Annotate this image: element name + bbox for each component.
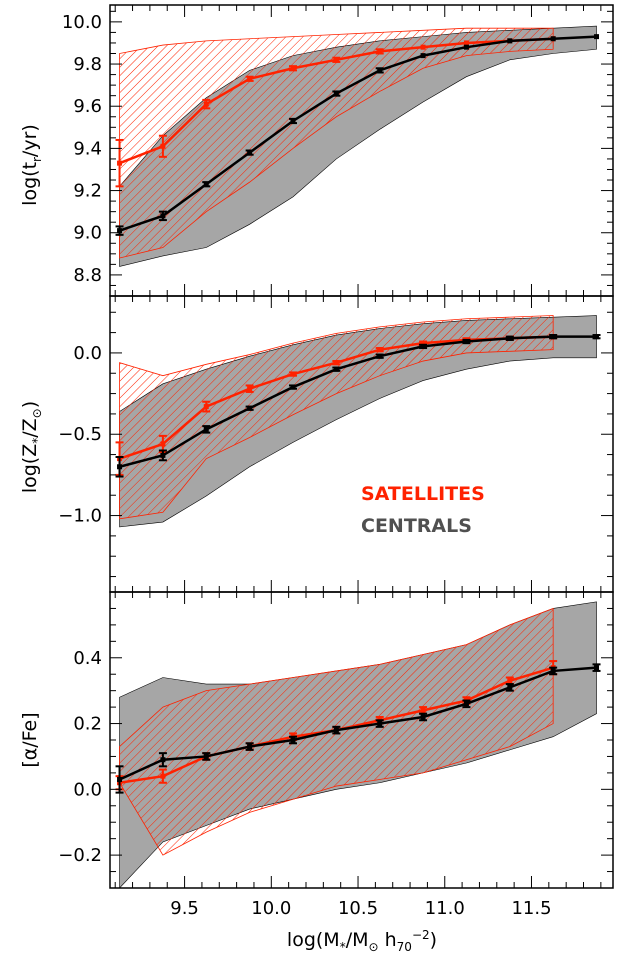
centrals-point <box>333 727 339 733</box>
centrals-point <box>463 44 469 50</box>
centrals-point <box>507 38 513 44</box>
centrals-point <box>117 776 123 782</box>
centrals-point <box>333 366 339 372</box>
y-tick-label-metallicity: 0.0 <box>73 343 102 364</box>
y-tick-label-age: 8.8 <box>73 265 102 286</box>
satellites-point <box>377 347 383 353</box>
y-tick-label-age: 9.2 <box>73 181 102 202</box>
satellites-scatter-band <box>119 27 554 259</box>
satellites-point <box>333 57 339 63</box>
centrals-point <box>247 150 253 156</box>
satellites-point <box>203 101 209 107</box>
y-tick-label-metallicity: −0.5 <box>58 424 102 445</box>
centrals-point <box>333 91 339 97</box>
centrals-point <box>550 668 556 674</box>
centrals-point <box>117 228 123 234</box>
centrals-point <box>160 213 166 219</box>
legend-satellites: SATELLITES <box>361 483 485 505</box>
centrals-point <box>550 36 556 42</box>
centrals-point <box>203 753 209 759</box>
centrals-point <box>377 721 383 727</box>
y-tick-label-alpha-fe: −0.2 <box>58 845 102 866</box>
x-tick-label: 10.0 <box>251 898 291 919</box>
y-tick-label-age: 9.6 <box>73 96 102 117</box>
satellites-point <box>290 371 296 377</box>
x-axis-label: log(M*/M⊙ h70−2) <box>287 928 437 954</box>
y-tick-label-alpha-fe: 0.2 <box>73 714 102 735</box>
centrals-point <box>463 339 469 345</box>
centrals-median-line <box>119 35 597 232</box>
satellites-point <box>203 404 209 410</box>
x-tick-label: 10.5 <box>338 898 378 919</box>
centrals-point <box>290 737 296 743</box>
satellites-point <box>420 707 426 713</box>
y-tick-label-alpha-fe: 0.0 <box>73 779 102 800</box>
satellites-point <box>247 386 253 392</box>
satellites-scatter-band <box>119 315 554 520</box>
centrals-point <box>203 181 209 187</box>
centrals-point <box>160 757 166 763</box>
y-axis-label-metallicity: log(Z*/Z⊙) <box>19 401 44 493</box>
satellites-point <box>160 441 166 447</box>
centrals-point <box>117 464 123 470</box>
y-tick-label-age: 9.8 <box>73 54 102 75</box>
y-axis-label-alpha-fe: [α/Fe] <box>19 712 41 767</box>
y-axis-label-age: log(tr/yr) <box>19 124 44 206</box>
centrals-point <box>594 665 600 671</box>
centrals-point <box>203 426 209 432</box>
x-tick-label: 11.0 <box>425 898 465 919</box>
satellites-point <box>463 40 469 46</box>
legend-centrals: CENTRALS <box>361 515 472 537</box>
satellites-point <box>420 44 426 50</box>
panel-alpha-fe: −0.2 0.0 0.2 0.4 9.5 10.0 10.5 11.0 11.5 [α/Fe] <box>19 591 614 919</box>
y-tick-label-alpha-fe: 0.4 <box>73 648 102 669</box>
centrals-point <box>377 353 383 359</box>
centrals-point <box>377 67 383 73</box>
centrals-point <box>594 334 600 340</box>
x-tick-label: 11.5 <box>511 898 551 919</box>
satellites-point <box>117 160 123 166</box>
x-tick-label: 9.5 <box>170 898 199 919</box>
y-tick-label-age: 9.4 <box>73 138 102 159</box>
centrals-point <box>507 684 513 690</box>
satellites-point <box>290 65 296 71</box>
y-tick-label-age: 10.0 <box>62 12 102 33</box>
satellites-point <box>160 773 166 779</box>
satellites-point <box>420 340 426 346</box>
satellites-point <box>160 143 166 149</box>
centrals-point <box>247 405 253 411</box>
centrals-point <box>160 452 166 458</box>
y-tick-label-metallicity: −1.0 <box>58 506 102 527</box>
centrals-median-line <box>119 335 597 468</box>
centrals-point <box>290 118 296 124</box>
satellites-point <box>247 76 253 82</box>
y-tick-label-age: 9.0 <box>73 223 102 244</box>
centrals-point <box>507 335 513 341</box>
centrals-point <box>420 343 426 349</box>
centrals-median-line <box>119 666 597 781</box>
satellites-point <box>507 678 513 684</box>
satellites-point <box>333 360 339 366</box>
panel-metallicity: −1.0 −0.5 0.0 log(Z*/Z⊙) SATELLITES CENTRA… <box>19 295 614 593</box>
centrals-point <box>420 714 426 720</box>
centrals-point <box>247 744 253 750</box>
satellites-point <box>377 48 383 54</box>
centrals-point <box>594 34 600 40</box>
centrals-point <box>290 384 296 390</box>
centrals-point <box>463 701 469 707</box>
panel-age: 8.8 9.0 9.2 9.4 9.6 9.8 10.0 log(tr/yr) <box>19 4 614 297</box>
centrals-point <box>420 53 426 59</box>
centrals-point <box>550 334 556 340</box>
